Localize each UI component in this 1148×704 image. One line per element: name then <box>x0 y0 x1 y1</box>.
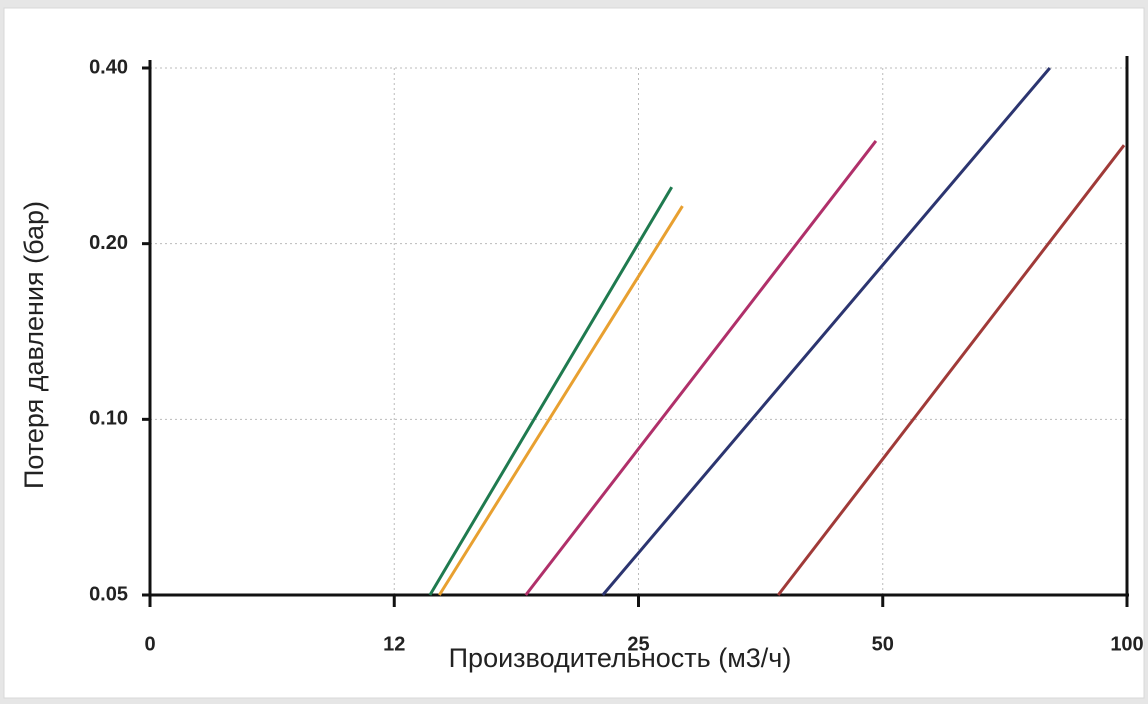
y-tick-label: 0.05 <box>89 583 128 605</box>
x-tick-label: 100 <box>1110 633 1143 655</box>
x-tick-label: 50 <box>872 633 894 655</box>
series-line <box>777 144 1126 596</box>
x-tick-label: 0 <box>144 633 155 655</box>
series-line <box>601 67 1051 596</box>
y-tick-label: 0.20 <box>89 232 128 254</box>
x-axis-label: Производительность (м3/ч) <box>449 643 792 673</box>
series-line <box>438 205 684 596</box>
x-tick-label: 25 <box>627 633 649 655</box>
series-line <box>428 186 674 596</box>
y-tick-label: 0.40 <box>89 56 128 78</box>
x-tick-label: 12 <box>383 633 405 655</box>
series-line <box>524 139 878 596</box>
y-tick-label: 0.10 <box>89 408 128 430</box>
y-axis-label: Потеря давления (бар) <box>19 201 49 489</box>
